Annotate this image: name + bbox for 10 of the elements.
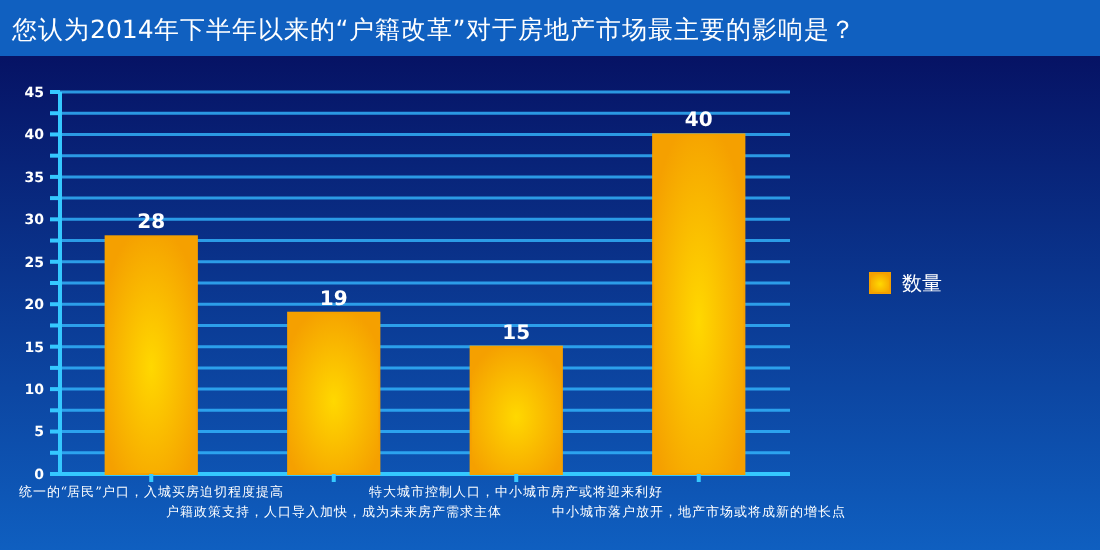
data-label: 28 [137,212,166,235]
bar [652,133,746,475]
bar [469,345,563,475]
chart-title: 您认为2014年下半年以来的“户籍改革”对于房地产市场最主要的影响是？ [10,14,856,44]
legend-label: 数量 [902,274,942,296]
bar [104,235,198,475]
data-label: 15 [502,322,531,345]
bar [287,311,381,475]
data-label: 40 [684,110,713,133]
data-label: 19 [319,288,348,311]
